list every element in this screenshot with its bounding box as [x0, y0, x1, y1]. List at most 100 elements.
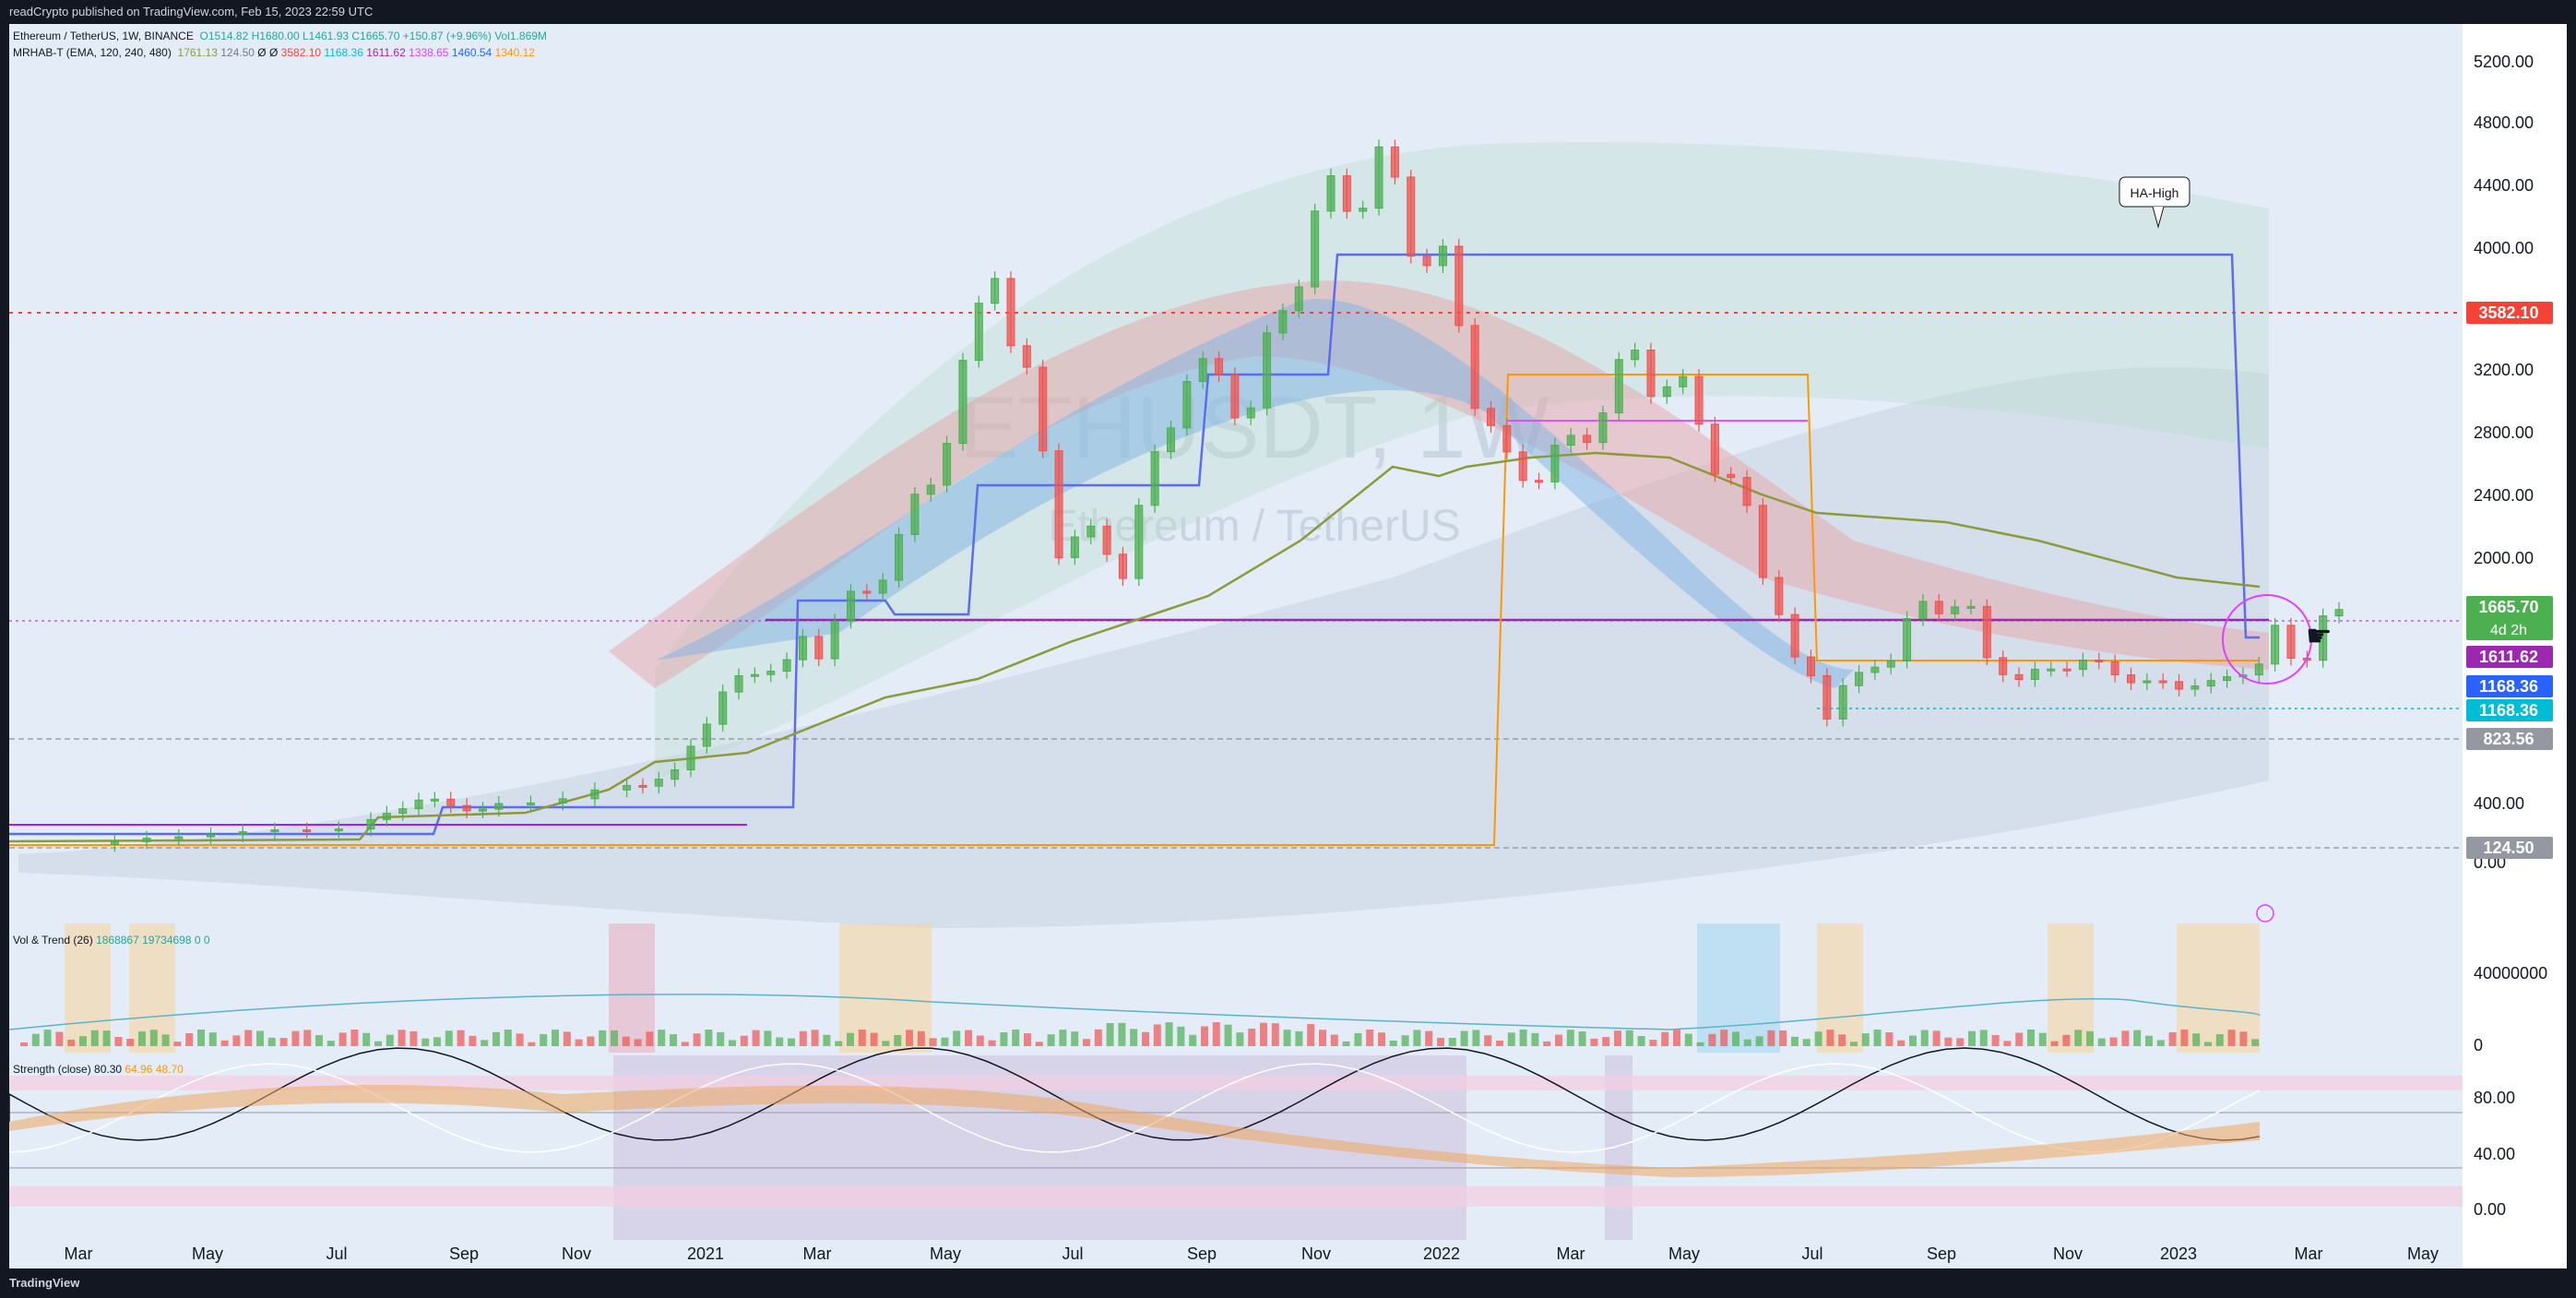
volume-bar — [811, 1030, 819, 1046]
candle-body — [398, 808, 408, 815]
strength-axis-label: 80.00 — [2474, 1089, 2515, 1107]
volume-bar — [2015, 1032, 2024, 1046]
volume-axis-label: 0 — [2474, 1036, 2483, 1054]
candle-body — [2286, 625, 2296, 659]
legend-strength: Strength (close) 80.30 64.96 48.70 — [13, 1063, 184, 1076]
x-tick-label: 2021 — [687, 1244, 724, 1263]
candle-body — [702, 723, 711, 747]
volume-shade-7 — [2177, 923, 2260, 1053]
chart-area[interactable]: ETHUSDT, 1W Ethereum / TetherUS 5200.00 4… — [8, 24, 2567, 1268]
x-tick-label: Jul — [1801, 1244, 1822, 1263]
candle-body — [2014, 673, 2024, 680]
volume-bar — [2192, 1033, 2201, 1046]
volume-bar — [398, 1030, 406, 1046]
volume-bar — [528, 1042, 536, 1046]
candle-body — [1470, 325, 1479, 410]
ha-high-callout[interactable]: HA-High — [2119, 176, 2190, 229]
candle-body — [638, 784, 647, 788]
ha-high-label: HA-High — [2131, 185, 2179, 200]
volume-bar — [858, 1030, 866, 1046]
x-tick-label: May — [192, 1244, 223, 1263]
price-chart[interactable]: ETHUSDT, 1W Ethereum / TetherUS 5200.004… — [8, 24, 2567, 1268]
legend-ohlc: Ethereum / TetherUS, 1W, BINANCE O1514.8… — [13, 30, 547, 42]
volume-bar — [1354, 1032, 1362, 1046]
legend-vol-trend: Vol & Trend (26) 1868867 19734698 0 0 — [13, 934, 210, 947]
volume-bar — [575, 1039, 583, 1046]
volume-bar — [1212, 1022, 1220, 1046]
legend-mrhab: MRHAB-T (EMA, 120, 240, 480) 1761.13 124… — [13, 46, 535, 59]
candle-body — [798, 636, 807, 661]
candle-body — [1407, 176, 1416, 257]
price-badge — [2466, 675, 2553, 697]
x-tick-label: Jul — [1062, 1244, 1083, 1263]
strength-os-band — [9, 1186, 2463, 1207]
candle-body — [303, 829, 312, 833]
volume-bar — [1531, 1032, 1539, 1046]
volume-bar — [173, 1042, 182, 1046]
gray-cloud-band — [18, 366, 2269, 929]
candle-body — [1390, 146, 1399, 178]
candle-body — [943, 443, 952, 486]
volume-bar — [1083, 1039, 1090, 1046]
candle-body — [1822, 674, 1832, 720]
volume-bar — [1106, 1023, 1114, 1046]
price-badge-label: 3582.10 — [2478, 304, 2538, 322]
volume-bar — [799, 1030, 807, 1046]
volume-bar — [1684, 1033, 1692, 1046]
candle-body — [2334, 609, 2344, 617]
x-tick-label: Mar — [803, 1244, 832, 1263]
volume-bar — [516, 1033, 524, 1046]
candle-body — [2095, 659, 2104, 662]
candle-body — [1326, 175, 1335, 212]
candle-body — [671, 769, 680, 780]
candle-body — [1294, 286, 1303, 312]
volume-bar — [421, 1038, 430, 1046]
candle-body — [2047, 668, 2056, 672]
volume-bar — [1319, 1030, 1326, 1046]
volume-bar — [587, 1036, 595, 1046]
volume-bar — [1012, 1030, 1020, 1046]
volume-bar — [1330, 1034, 1338, 1046]
hand-pointer-icon: ☛ — [2306, 619, 2333, 652]
volume-bar — [1897, 1040, 1905, 1046]
volume-bar — [835, 1041, 843, 1046]
candle-body — [1134, 505, 1144, 579]
volume-bar — [1885, 1032, 1893, 1046]
candle-body — [1342, 175, 1351, 212]
volume-bar — [717, 1031, 725, 1046]
volume-bar — [90, 1030, 99, 1046]
x-tick-label: Mar — [2295, 1244, 2323, 1263]
candle-body — [766, 671, 776, 675]
price-badge-label: 823.56 — [2483, 730, 2534, 748]
volume-bar — [1590, 1038, 1598, 1046]
footer-bar: TradingView — [0, 1268, 2576, 1298]
candle-body — [1039, 366, 1048, 452]
candle-body — [494, 803, 504, 810]
candle-body — [782, 659, 791, 673]
candle-body — [1182, 381, 1192, 429]
volume-bar — [1991, 1034, 2000, 1046]
volume-bar — [917, 1030, 925, 1046]
volume-bar — [1826, 1030, 1834, 1046]
lightning-icon[interactable] — [2256, 904, 2274, 923]
volume-bar — [1637, 1036, 1645, 1046]
volume-bar — [410, 1030, 418, 1046]
volume-bar — [2227, 1030, 2236, 1046]
volume-bar — [126, 1039, 135, 1046]
volume-bar — [1873, 1030, 1882, 1046]
candle-body — [1790, 613, 1799, 658]
candle-body — [527, 802, 535, 805]
candle-body — [270, 829, 279, 833]
x-tick-label: Jul — [326, 1244, 347, 1263]
volume-bar — [1732, 1031, 1739, 1046]
volume-bar — [1578, 1031, 1586, 1046]
volume-bar — [1189, 1034, 1197, 1046]
candle-body — [1566, 435, 1575, 447]
volume-bar — [2027, 1030, 2035, 1046]
volume-bar — [658, 1030, 666, 1046]
volume-bar — [1472, 1030, 1480, 1046]
candle-body — [1518, 451, 1527, 482]
volume-bar — [611, 1030, 618, 1046]
y-tick-label: 2800.00 — [2474, 423, 2534, 442]
blue-step-line — [9, 253, 2260, 836]
